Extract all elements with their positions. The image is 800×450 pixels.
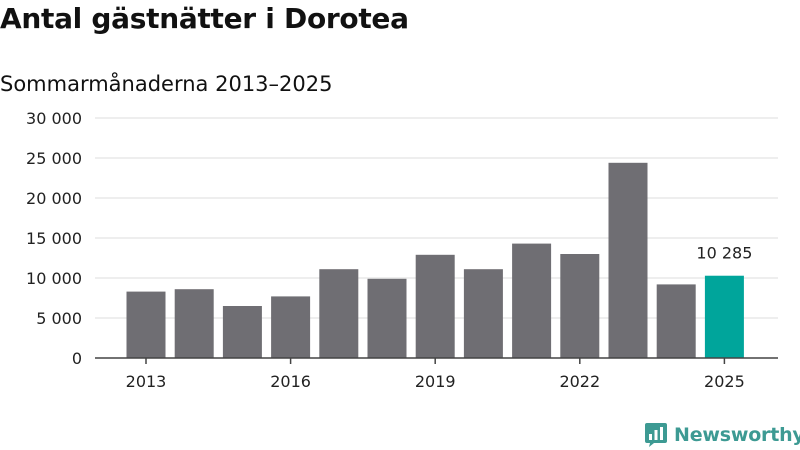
bar-2013 xyxy=(126,291,166,358)
y-tick-label: 30 000 xyxy=(26,109,82,128)
y-tick-label: 0 xyxy=(72,349,82,368)
newsworthy-logo-icon xyxy=(645,423,667,447)
y-tick-label: 25 000 xyxy=(26,149,82,168)
x-tick-label: 2013 xyxy=(126,372,167,391)
x-tick-label: 2025 xyxy=(704,372,745,391)
bar-2022 xyxy=(560,254,600,358)
bar-2020 xyxy=(463,269,503,358)
x-tick-label: 2022 xyxy=(559,372,600,391)
y-tick-label: 15 000 xyxy=(26,229,82,248)
x-tick-label: 2019 xyxy=(415,372,456,391)
y-tick-label: 5 000 xyxy=(36,309,82,328)
bar-2014 xyxy=(174,289,214,358)
bar-2021 xyxy=(512,243,552,358)
y-tick-label: 10 000 xyxy=(26,269,82,288)
brand-logo: Newsworthy xyxy=(644,420,800,450)
bar-2015 xyxy=(222,306,262,358)
data-label: 10 285 xyxy=(696,244,752,263)
bar-2019 xyxy=(415,254,455,358)
bar-2016 xyxy=(271,296,311,358)
bar-2025 xyxy=(704,275,744,358)
bar-2024 xyxy=(656,284,696,358)
y-tick-label: 20 000 xyxy=(26,189,82,208)
chart-subtitle: Sommarmånaderna 2013–2025 xyxy=(0,72,333,96)
brand-name: Newsworthy xyxy=(674,424,800,446)
chart-title: Antal gästnätter i Dorotea xyxy=(0,2,409,35)
x-tick-label: 2016 xyxy=(270,372,311,391)
bar-2017 xyxy=(319,269,359,358)
bar-2018 xyxy=(367,278,407,358)
bar-2023 xyxy=(608,162,648,358)
